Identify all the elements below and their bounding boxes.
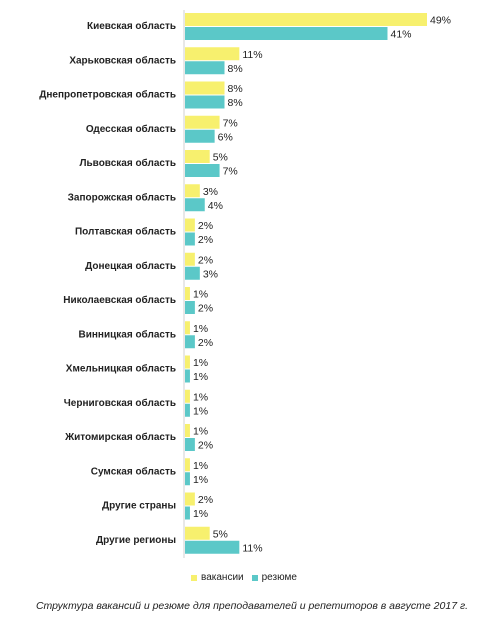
- data-label-resumes: 4%: [208, 200, 223, 212]
- bar-resumes: [185, 403, 190, 417]
- category-label: Винницкая область: [79, 328, 176, 340]
- legend-swatch-resumes: [251, 574, 258, 581]
- category-label: Запорожская область: [68, 191, 176, 203]
- data-label-resumes: 1%: [193, 508, 208, 520]
- bar-vacancies: [185, 184, 200, 198]
- bar-resumes: [185, 61, 225, 75]
- bar-resumes: [185, 301, 195, 314]
- bar-resumes: [185, 232, 195, 246]
- bar-vacancies: [185, 458, 190, 472]
- data-label-vacancies: 7%: [223, 117, 238, 129]
- category-label: Львовская область: [80, 157, 176, 169]
- data-label-vacancies: 5%: [213, 528, 228, 540]
- data-label-vacancies: 2%: [198, 494, 213, 506]
- bar-vacancies: [185, 150, 210, 163]
- data-label-resumes: 1%: [193, 371, 208, 383]
- bar-vacancies: [185, 526, 210, 540]
- category-label: Донецкая область: [85, 260, 176, 272]
- data-label-vacancies: 11%: [242, 49, 262, 61]
- legend-item-vacancies: вакансии: [191, 572, 244, 583]
- data-label-vacancies: 2%: [198, 220, 213, 232]
- bar-resumes: [185, 335, 195, 349]
- data-label-resumes: 1%: [193, 405, 208, 417]
- category-label: Киевская область: [87, 20, 176, 32]
- data-label-resumes: 3%: [203, 268, 218, 280]
- bar-vacancies: [185, 252, 195, 266]
- bar-vacancies: [185, 424, 190, 437]
- category-label: Сумская область: [91, 465, 176, 477]
- data-label-resumes: 2%: [198, 337, 213, 349]
- bar-vacancies: [185, 492, 195, 506]
- legend-item-resumes: резюме: [251, 572, 297, 583]
- bar-resumes: [185, 164, 220, 177]
- bar-resumes: [185, 540, 240, 554]
- bar-chart: Киевская область Харьковская область Днепр…: [39, 10, 451, 558]
- bar-resumes: [185, 27, 388, 40]
- category-label: Черниговская область: [64, 397, 176, 409]
- data-label-vacancies: 3%: [203, 186, 218, 198]
- data-label-resumes: 6%: [218, 131, 233, 143]
- bar-vacancies: [185, 47, 240, 61]
- bar-vacancies: [185, 287, 190, 300]
- category-label: Хмельницкая область: [66, 363, 176, 375]
- category-labels: Киевская область Харьковская область Днепр…: [39, 20, 176, 546]
- data-label-resumes: 1%: [193, 474, 208, 486]
- category-label: Харьковская область: [69, 54, 176, 66]
- bar-resumes: [185, 129, 215, 143]
- data-label-resumes: 2%: [198, 303, 213, 315]
- legend-label-vacancies: вакансии: [201, 572, 244, 583]
- bar-vacancies: [185, 115, 220, 129]
- bar-vacancies: [185, 355, 190, 369]
- bar-resumes: [185, 198, 205, 212]
- bars: [185, 13, 427, 554]
- legend-swatch-vacancies: [191, 574, 197, 581]
- category-label: Одесская область: [86, 123, 176, 135]
- data-label-vacancies: 49%: [430, 15, 451, 27]
- bar-vacancies: [185, 321, 190, 335]
- data-label-vacancies: 1%: [193, 357, 208, 369]
- bar-resumes: [185, 506, 190, 520]
- category-label: Николаевская область: [63, 294, 176, 306]
- bar-vacancies: [185, 389, 190, 403]
- data-label-resumes: 41%: [390, 29, 411, 41]
- bar-vacancies: [185, 218, 195, 232]
- data-label-vacancies: 1%: [193, 426, 208, 438]
- legend-label-resumes: резюме: [261, 572, 297, 583]
- bar-resumes: [185, 438, 195, 451]
- bar-resumes: [185, 369, 190, 383]
- data-label-vacancies: 1%: [193, 391, 208, 403]
- data-label-resumes: 8%: [228, 63, 243, 75]
- value-labels: 49% 41% 11% 8% 8% 8% 7% 6% 5% 7% 3% 4% 2% 2% 2% 3% 1% 2% 1…: [193, 15, 451, 555]
- bar-resumes: [185, 266, 200, 280]
- data-label-vacancies: 2%: [198, 254, 213, 266]
- legend: вакансии резюме: [191, 572, 305, 583]
- category-label: Полтавская область: [75, 226, 176, 238]
- data-label-resumes: 11%: [242, 542, 262, 554]
- bar-resumes: [185, 95, 225, 109]
- bar-vacancies: [185, 81, 225, 95]
- data-label-resumes: 8%: [228, 97, 243, 109]
- bar-vacancies: [185, 13, 427, 26]
- data-label-resumes: 2%: [198, 440, 213, 452]
- category-label: Другие страны: [102, 501, 176, 512]
- category-label: Житомирская область: [64, 431, 176, 443]
- data-label-vacancies: 1%: [193, 289, 208, 301]
- data-label-resumes: 2%: [198, 234, 213, 246]
- category-label: Днепропетровская область: [39, 89, 176, 101]
- data-label-vacancies: 5%: [213, 152, 228, 164]
- data-label-vacancies: 1%: [193, 323, 208, 335]
- data-label-vacancies: 1%: [193, 460, 208, 472]
- category-label: Другие регионы: [96, 535, 176, 546]
- chart-caption: Структура вакансий и резюме для преподав…: [35, 600, 469, 612]
- data-label-vacancies: 8%: [228, 83, 243, 95]
- data-label-resumes: 7%: [223, 166, 238, 178]
- bar-resumes: [185, 472, 190, 486]
